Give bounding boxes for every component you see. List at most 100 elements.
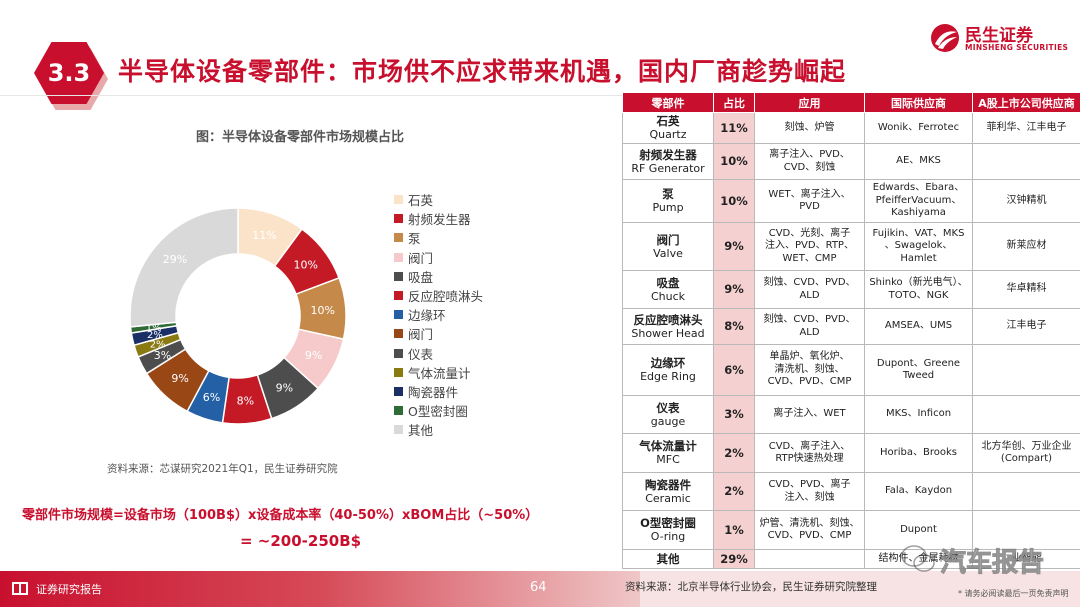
table-row: 陶瓷器件 Ceramic 2% CVD、PVD、离子 注入、刻蚀 Fala、Kaydon	[622, 472, 1080, 511]
share-cell: 9%	[713, 222, 755, 271]
component-name-cn: 射频发生器	[639, 147, 697, 162]
share-cell: 9%	[713, 270, 755, 309]
page-title: 半导体设备零部件：市场供不应求带来机遇，国内厂商趁势崛起	[118, 57, 847, 86]
slice-label: 1%	[146, 323, 162, 334]
donut-chart: 11%10%10%9%9%8%6%9%3%2%2%1%29%	[129, 207, 347, 425]
component-name-en: Pump	[652, 201, 684, 214]
chart-title: 图：半导体设备零部件市场规模占比	[195, 130, 404, 145]
header-intl-supplier: 国际供应商	[864, 92, 973, 113]
chart-legend: 石英 射频发生器泵阀门 吸盘 反应腔喷淋头 边缘环 阀门 仪表 气体流量计 陶瓷器件 O型密封圈其…	[394, 190, 483, 439]
component-name-en: Quartz	[649, 128, 687, 141]
slice-label: 29%	[163, 253, 187, 266]
component-cell: 陶瓷器件 Ceramic	[622, 472, 714, 511]
component-cell: 边缘环 Edge Ring	[622, 344, 714, 396]
slice-label: 2%	[147, 330, 163, 341]
disclaimer: * 请务必阅读最后一页免责声明	[958, 589, 1069, 598]
application-cell: 刻蚀、炉管	[754, 112, 865, 144]
component-name-cn: 阀门	[656, 232, 680, 247]
component-name-en: Shower Head	[631, 326, 705, 340]
market-size-formula: 零部件市场规模=设备市场（100B$）x设备成本率（40-50%）xBOM占比（…	[22, 508, 539, 523]
share-cell: 6%	[713, 344, 755, 396]
component-name-en: RF Generator	[631, 161, 705, 175]
domestic-supplier-cell	[972, 472, 1080, 511]
table-row: 边缘环 Edge Ring 6% 单晶炉、氧化炉、 清洗机、刻蚀、 CVD、PVD、C…	[622, 344, 1080, 396]
application-cell: CVD、光刻、离子 注入、PVD、RTP、 WET、CMP	[754, 222, 865, 271]
domestic-supplier-cell	[972, 510, 1080, 550]
chart-source: 资料来源：芯谋研究2021年Q1，民生证券研究院	[107, 463, 338, 475]
share-cell: 29%	[713, 549, 755, 569]
intl-supplier-cell: Wonik、Ferrotec	[864, 112, 973, 144]
slice-label: 8%	[237, 395, 254, 408]
component-cell: 反应腔喷淋头 Shower Head	[622, 308, 714, 345]
legend-swatch	[394, 406, 403, 416]
legend-label: 气体流量计	[408, 365, 471, 381]
company-logo: 民生证券 MINSHENG SECURITIES	[929, 20, 1069, 56]
legend-item: 石英	[394, 190, 483, 209]
table-row: 石英 Quartz 11% 刻蚀、炉管 Wonik、Ferrotec 菲利华、江丰电子	[622, 112, 1080, 144]
slice-label: 3%	[154, 349, 171, 362]
intl-supplier-cell: Dupont	[864, 510, 973, 550]
component-name-en: Edge Ring	[640, 370, 696, 383]
application-cell: 刻蚀、CVD、PVD、 ALD	[754, 270, 865, 309]
component-name-cn: 反应腔喷淋头	[633, 312, 703, 327]
application-cell: CVD、PVD、离子 注入、刻蚀	[754, 472, 865, 511]
logo-name-cn: 民生证券	[965, 26, 1033, 46]
component-name-en: Valve	[653, 246, 683, 260]
footer: 证券研究报告 64 资料来源：北京半导体行业协会，民生证券研究院整理 * 请务必…	[0, 571, 1080, 607]
domestic-supplier-cell: 北方华创、万业企业 (Compart)	[972, 433, 1080, 473]
slice-label: 9%	[171, 372, 188, 385]
legend-item: 吸盘	[394, 267, 483, 286]
header-application: 应用	[754, 92, 865, 113]
component-cell: 吸盘 Chuck	[622, 270, 714, 309]
footer-accent	[0, 571, 640, 607]
intl-supplier-cell: Horiba、Brooks	[864, 433, 973, 473]
component-cell: 其他	[622, 549, 714, 569]
legend-label: 边缘环	[408, 308, 446, 324]
logo-name-en: MINSHENG SECURITIES	[965, 43, 1069, 52]
legend-item: 射频发生器	[394, 209, 483, 228]
domestic-supplier-cell: 华卓精科	[972, 270, 1080, 309]
legend-swatch	[394, 310, 403, 320]
slice-label: 10%	[311, 304, 335, 317]
legend-item: 阀门	[394, 248, 483, 267]
component-name-cn: 陶瓷器件	[645, 477, 691, 492]
table-row: 仪表 gauge 3% 离子注入、WET MKS、Inficon	[622, 395, 1080, 434]
legend-swatch	[394, 291, 403, 301]
share-cell: 10%	[713, 143, 755, 180]
domestic-supplier-cell: 菲利华、江丰电子	[972, 112, 1080, 144]
table-row: 射频发生器 RF Generator 10% 离子注入、PVD、 CVD、刻蚀 AE、M…	[622, 143, 1080, 180]
share-cell: 3%	[713, 395, 755, 434]
legend-swatch	[394, 386, 403, 396]
intl-supplier-cell: 结构件、金属耗材	[864, 549, 973, 569]
domestic-supplier-cell	[972, 143, 1080, 180]
component-name-cn: 气体流量计	[639, 439, 697, 453]
legend-label: 其他	[408, 423, 434, 439]
application-cell: 炉管、清洗机、刻蚀、 CVD、PVD、CMP	[754, 510, 865, 550]
intl-supplier-cell: AMSEA、UMS	[864, 308, 973, 345]
share-cell: 1%	[713, 510, 755, 550]
component-name-en: gauge	[650, 414, 686, 428]
legend-swatch	[394, 214, 403, 224]
table-header-row: 零部件 占比 应用 国际供应商 A股上市公司供应商	[622, 92, 1080, 113]
legend-swatch	[394, 367, 403, 377]
component-cell: 泵 Pump	[622, 179, 714, 223]
component-cell: 阀门 Valve	[622, 222, 714, 271]
component-name-cn: O型密封圈	[640, 516, 696, 530]
component-cell: 射频发生器 RF Generator	[622, 143, 714, 180]
legend-item: 陶瓷器件	[394, 382, 483, 401]
legend-swatch	[394, 271, 403, 281]
logo-mark-icon	[931, 24, 959, 52]
header-share: 占比	[713, 92, 755, 113]
intl-supplier-cell: Fala、Kaydon	[864, 472, 973, 511]
intl-supplier-cell: Fujikin、VAT、MKS 、Swagelok、Hamlet	[864, 222, 973, 271]
legend-item: 边缘环	[394, 305, 483, 324]
legend-label: 仪表	[408, 346, 434, 362]
component-name-cn: 泵	[662, 187, 674, 201]
slice-label: 9%	[276, 381, 293, 394]
legend-label: 射频发生器	[408, 212, 471, 228]
share-cell: 2%	[713, 433, 755, 473]
domestic-supplier-cell	[972, 395, 1080, 434]
application-cell: 离子注入、PVD、 CVD、刻蚀	[754, 143, 865, 180]
share-cell: 11%	[713, 112, 755, 144]
application-cell	[754, 549, 865, 569]
